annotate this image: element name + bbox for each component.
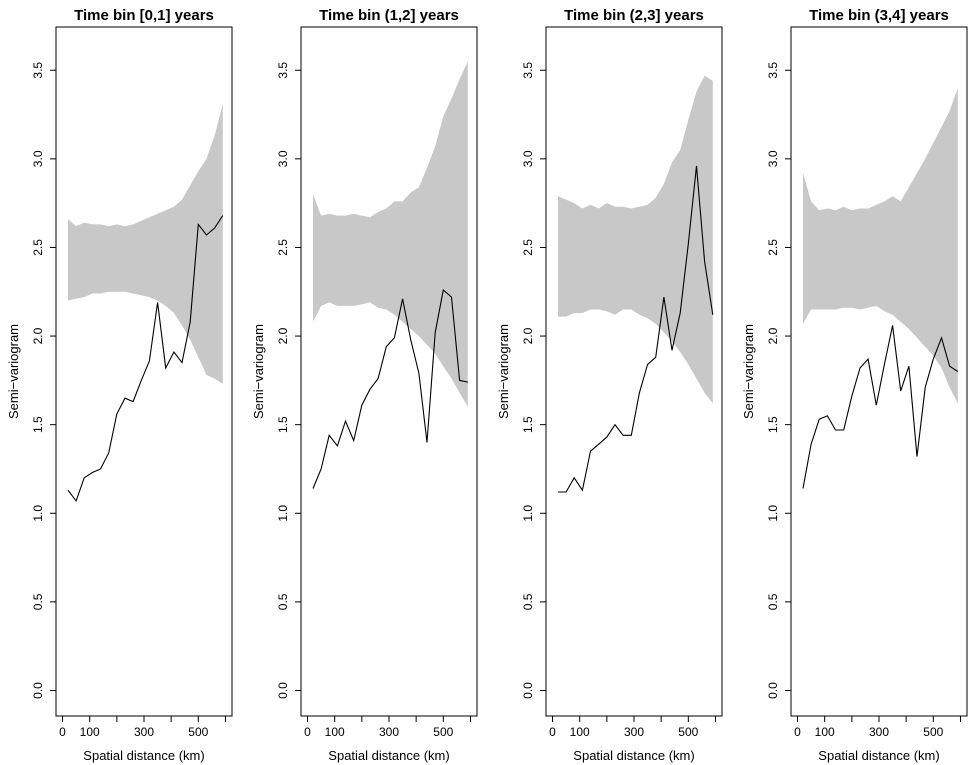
- panel-title: Time bin (2,3] years: [564, 7, 704, 24]
- series-line: [802, 325, 959, 489]
- envelope-band: [68, 103, 223, 384]
- x-tick-label: 500: [923, 725, 943, 739]
- y-tick-label: 3.5: [521, 62, 535, 79]
- y-tick-label: 2.5: [31, 239, 45, 256]
- x-tick-label: 100: [325, 725, 345, 739]
- y-tick-label: 1.0: [31, 505, 45, 522]
- y-tick-label: 0.0: [521, 682, 535, 699]
- x-tick-label: 100: [815, 725, 835, 739]
- y-tick-label: 1.0: [766, 505, 780, 522]
- x-tick-label: 0: [304, 725, 311, 739]
- x-axis-label: Spatial distance (km): [328, 748, 449, 763]
- x-tick-label: 100: [80, 725, 100, 739]
- y-tick-label: 0.0: [766, 682, 780, 699]
- y-tick-label: 1.5: [521, 416, 535, 433]
- y-tick-label: 2.5: [521, 239, 535, 256]
- y-axis-label: Semi−variogram: [251, 324, 266, 419]
- y-tick-label: 3.0: [31, 150, 45, 167]
- x-tick-label: 500: [188, 725, 208, 739]
- y-tick-label: 1.5: [276, 416, 290, 433]
- series-line: [312, 288, 468, 489]
- y-tick-label: 2.5: [766, 239, 780, 256]
- y-axis-label: Semi−variogram: [496, 324, 511, 419]
- y-tick-label: 0.5: [766, 593, 780, 610]
- y-tick-label: 3.0: [766, 150, 780, 167]
- y-tick-label: 0.5: [521, 593, 535, 610]
- y-tick-label: 1.0: [521, 505, 535, 522]
- chart-panel-1: 0 100 300 500 0.0 0.5 1.0 1.5 2.0 2.5 3.0 3.5 Time b…: [6, 7, 233, 763]
- x-tick-label: 0: [549, 725, 556, 739]
- y-tick-label: 1.5: [766, 416, 780, 433]
- y-tick-label: 2.0: [276, 327, 290, 344]
- chart-panel-3: 0 100 300 500 0.0 0.5 1.0 1.5 2.0 2.5 3.0 3.5 Time b…: [496, 7, 723, 763]
- x-tick-label: 300: [624, 725, 644, 739]
- chart-panel-2: 0 100 300 500 0.0 0.5 1.0 1.5 2.0 2.5 3.0 3.5 Time b…: [251, 7, 478, 763]
- y-tick-label: 3.0: [521, 150, 535, 167]
- y-tick-label: 3.5: [766, 62, 780, 79]
- x-tick-label: 300: [134, 725, 154, 739]
- x-tick-label: 0: [59, 725, 66, 739]
- y-tick-label: 1.0: [276, 505, 290, 522]
- y-axis-label: Semi−variogram: [6, 324, 21, 419]
- panel-title: Time bin (1,2] years: [319, 7, 459, 24]
- y-tick-label: 2.5: [276, 239, 290, 256]
- y-tick-label: 2.0: [521, 327, 535, 344]
- x-tick-label: 500: [678, 725, 698, 739]
- x-tick-label: 500: [433, 725, 453, 739]
- x-tick-label: 300: [379, 725, 399, 739]
- x-axis-label: Spatial distance (km): [573, 748, 694, 763]
- envelope-band: [313, 61, 468, 407]
- panel-title: Time bin [0,1] years: [74, 7, 214, 24]
- y-tick-label: 0.5: [31, 593, 45, 610]
- x-axis-label: Spatial distance (km): [83, 748, 204, 763]
- y-axis-label: Semi−variogram: [741, 324, 756, 419]
- y-tick-label: 3.5: [276, 62, 290, 79]
- x-tick-label: 0: [794, 725, 801, 739]
- envelope-band: [803, 88, 958, 404]
- y-tick-label: 0.0: [276, 682, 290, 699]
- y-tick-label: 3.5: [31, 62, 45, 79]
- series-line: [558, 165, 714, 493]
- x-tick-label: 100: [570, 725, 590, 739]
- y-tick-label: 0.5: [276, 593, 290, 610]
- y-tick-label: 2.0: [31, 327, 45, 344]
- x-tick-label: 300: [869, 725, 889, 739]
- chart-panel-4: 0 100 300 500 0.0 0.5 1.0 1.5 2.0 2.5 3.0 3.5 Time b…: [741, 7, 968, 763]
- x-axis-label: Spatial distance (km): [818, 748, 939, 763]
- y-tick-label: 2.0: [766, 327, 780, 344]
- y-tick-label: 0.0: [31, 682, 45, 699]
- series-line: [67, 215, 224, 503]
- panel-title: Time bin (3,4] years: [809, 7, 949, 24]
- envelope-band: [558, 75, 713, 404]
- y-tick-label: 1.5: [31, 416, 45, 433]
- y-tick-label: 3.0: [276, 150, 290, 167]
